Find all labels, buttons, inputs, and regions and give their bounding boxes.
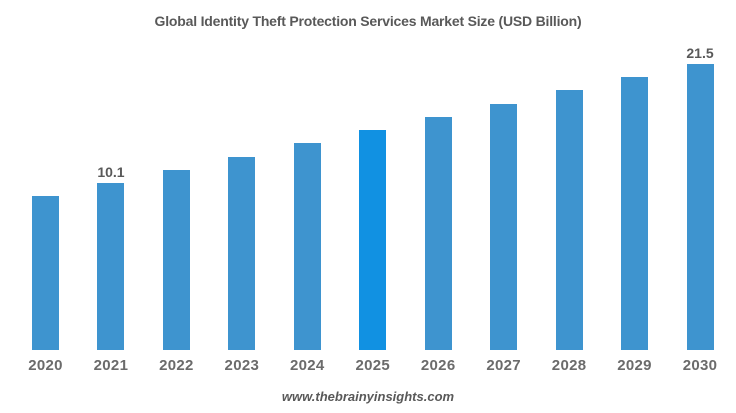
bar-2021 — [97, 183, 125, 350]
bar-2024 — [293, 143, 321, 350]
data-label-2030: 21.5 — [686, 45, 714, 61]
bar-2029 — [621, 77, 649, 350]
x-tick-2024: 2024 — [290, 357, 325, 374]
bar-2028 — [555, 90, 583, 350]
watermark-url: www.thebrainyinsights.com — [281, 389, 455, 404]
bar-2022 — [162, 170, 190, 350]
x-tick-2026: 2026 — [420, 357, 456, 374]
x-tick-2027: 2027 — [486, 357, 521, 374]
x-tick-2025: 2025 — [355, 357, 391, 374]
x-tick-2023: 2023 — [224, 357, 260, 374]
x-tick-2020: 2020 — [28, 357, 63, 374]
chart-title: Global Identity Theft Protection Service… — [154, 13, 582, 29]
x-tick-2022: 2022 — [159, 357, 194, 374]
bar-2026 — [424, 117, 452, 350]
x-tick-2028: 2028 — [551, 357, 587, 374]
x-tick-2021: 2021 — [93, 357, 129, 374]
bar-2027 — [490, 104, 518, 350]
plot-area: 10.1 21.5 — [32, 45, 714, 350]
bar-2020 — [32, 196, 59, 350]
bar-2025 — [359, 130, 387, 350]
bar-2030 — [686, 64, 714, 350]
x-axis: 2020 2021 2022 2023 2024 2025 2026 2027 2028 2029… — [0, 357, 736, 377]
data-label-2021: 10.1 — [97, 164, 125, 180]
x-tick-2030: 2030 — [682, 357, 718, 374]
bar-2023 — [228, 157, 256, 350]
x-tick-2029: 2029 — [617, 357, 652, 374]
